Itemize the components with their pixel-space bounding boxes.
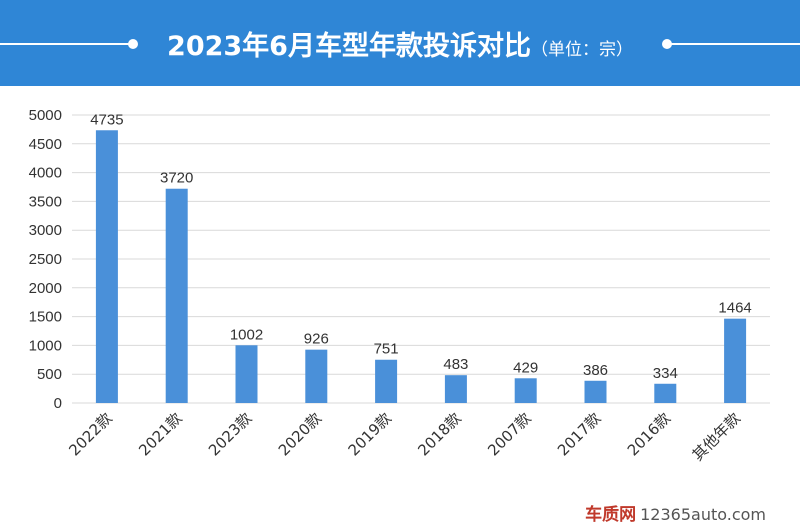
data-label-3: 926	[304, 331, 329, 348]
watermark-site: 12365auto.com	[640, 505, 766, 524]
y-tick-label-2000: 2000	[29, 280, 62, 297]
data-label-7: 386	[583, 362, 608, 379]
y-tick-label-3500: 3500	[29, 193, 62, 210]
bar-8	[654, 383, 677, 403]
data-label-4: 751	[374, 341, 399, 358]
y-tick-label-0: 0	[54, 395, 62, 412]
bar-2	[235, 345, 258, 403]
watermark: 车质网 12365auto.com	[585, 500, 766, 525]
data-label-5: 483	[443, 356, 468, 373]
watermark-brand: 车质网	[585, 505, 637, 525]
banner-line-left	[0, 43, 132, 45]
x-tick-label-3: 2020款	[275, 409, 325, 459]
x-tick-label-9: 其他年款	[689, 409, 744, 464]
data-label-0: 4735	[90, 111, 123, 128]
y-tick-label-3000: 3000	[29, 222, 62, 239]
y-tick-label-5000: 5000	[29, 107, 62, 124]
x-tick-label-5: 2018款	[414, 409, 464, 459]
banner-dot-left	[128, 39, 138, 49]
y-tick-label-500: 500	[37, 366, 62, 383]
chart-title-text: 2023年6月车型年款投诉对比	[167, 31, 531, 62]
data-label-9: 1464	[718, 300, 751, 317]
data-label-1: 3720	[160, 170, 193, 187]
y-tick-label-1000: 1000	[29, 337, 62, 354]
x-tick-label-4: 2019款	[345, 409, 395, 459]
bar-7	[584, 380, 607, 403]
banner-dot-right	[662, 39, 672, 49]
chart-title: 2023年6月车型年款投诉对比（单位：宗）	[0, 24, 800, 63]
y-tick-label-4000: 4000	[29, 165, 62, 182]
x-tick-label-6: 2007款	[484, 409, 534, 459]
x-tick-label-8: 2016款	[624, 409, 674, 459]
bar-6	[514, 378, 537, 403]
title-banner: 2023年6月车型年款投诉对比（单位：宗）	[0, 0, 800, 86]
bar-0	[95, 130, 118, 403]
bar-3	[305, 349, 328, 403]
y-tick-label-1500: 1500	[29, 309, 62, 326]
data-label-2: 1002	[230, 326, 263, 343]
x-tick-label-1: 2021款	[135, 409, 185, 459]
chart-unit: （单位：宗）	[530, 40, 633, 60]
data-label-6: 429	[513, 359, 538, 376]
y-tick-label-4500: 4500	[29, 136, 62, 153]
bar-1	[165, 188, 188, 403]
x-tick-label-2: 2023款	[205, 409, 255, 459]
data-label-8: 334	[653, 365, 678, 382]
y-tick-label-2500: 2500	[29, 251, 62, 268]
x-tick-label-7: 2017款	[554, 409, 604, 459]
bar-4	[375, 359, 398, 403]
banner-line-right	[668, 43, 800, 45]
bar-5	[444, 375, 467, 403]
x-tick-label-0: 2022款	[65, 409, 115, 459]
bar-9	[724, 318, 747, 403]
